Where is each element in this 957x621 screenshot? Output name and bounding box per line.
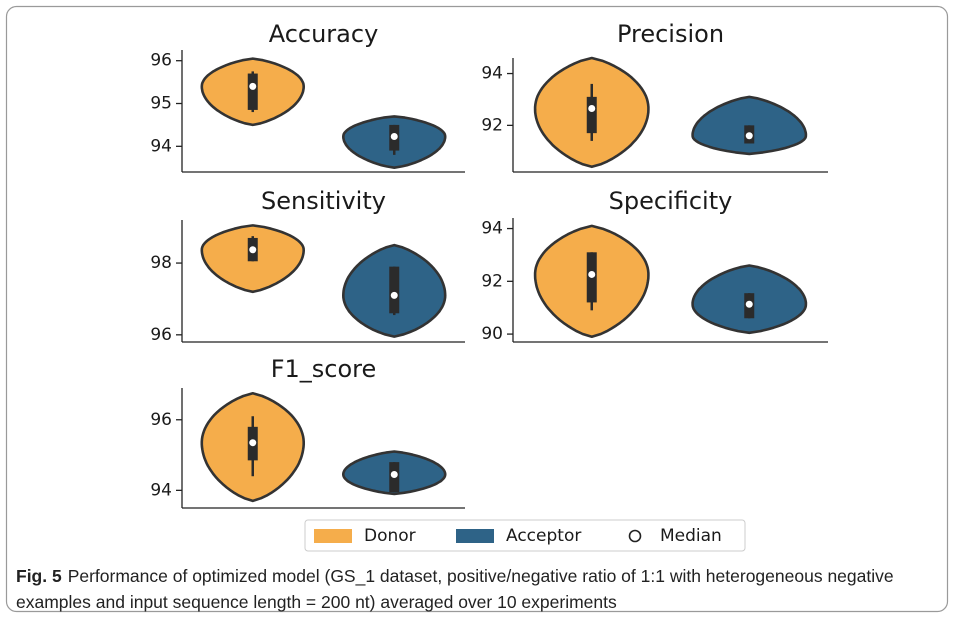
legend-label: Acceptor	[506, 526, 581, 546]
y-tick-label: 92	[481, 115, 503, 135]
chart-title: F1_score	[271, 355, 377, 383]
chart-title: Precision	[617, 20, 724, 48]
median	[745, 300, 753, 308]
median	[588, 105, 596, 113]
y-tick-label: 92	[481, 271, 503, 291]
caption-text: Performance of optimized model (GS_1 dat…	[16, 566, 894, 612]
frame	[5, 5, 949, 613]
median	[249, 439, 257, 447]
median	[249, 246, 257, 254]
y-tick-label: 96	[150, 51, 172, 71]
median	[390, 291, 398, 299]
box	[389, 266, 400, 314]
median	[745, 132, 753, 140]
legend-label: Donor	[364, 526, 416, 546]
median	[249, 82, 257, 90]
legend-label: Median	[660, 526, 722, 546]
caption-label: Fig. 5	[16, 566, 62, 586]
y-tick-label: 95	[150, 94, 172, 114]
y-tick-label: 96	[150, 325, 172, 345]
y-tick-label: 98	[150, 253, 172, 273]
box	[247, 73, 258, 110]
y-tick-label: 96	[150, 410, 172, 430]
chart-title: Specificity	[609, 187, 733, 215]
caption: Fig. 5 Performance of optimized model (GS…	[16, 563, 936, 615]
y-tick-label: 94	[481, 219, 503, 239]
median	[390, 470, 398, 478]
median	[390, 132, 398, 140]
legend-box	[304, 519, 746, 552]
chart-title: Accuracy	[269, 20, 379, 48]
y-tick-label: 94	[150, 136, 172, 156]
legend-swatch	[456, 529, 494, 543]
box	[586, 96, 597, 134]
y-tick-label: 94	[481, 64, 503, 84]
y-tick-label: 94	[150, 480, 172, 500]
legend-swatch	[314, 529, 352, 543]
chart-title: Sensitivity	[261, 187, 386, 215]
median	[588, 270, 596, 278]
legend-marker	[628, 529, 642, 543]
y-tick-label: 90	[481, 324, 503, 344]
